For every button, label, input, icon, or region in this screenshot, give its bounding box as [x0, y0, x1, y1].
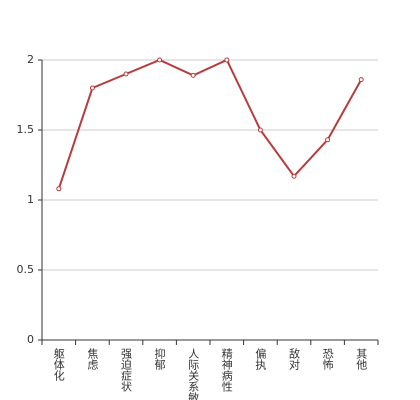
y-tick-label: 2 — [27, 53, 34, 66]
point — [123, 71, 129, 77]
x-tick-label: 强迫症状 — [120, 348, 133, 392]
x-tick-label: 敌对 — [288, 347, 301, 370]
point — [89, 85, 95, 91]
point — [325, 137, 331, 143]
point — [257, 127, 263, 133]
x-tick-label: 躯体化 — [52, 348, 65, 382]
point — [358, 77, 364, 83]
x-tick-label: 精神病性 — [220, 348, 233, 393]
line — [57, 58, 363, 190]
point — [190, 72, 196, 78]
x-tick-label: 恐怖 — [321, 348, 334, 370]
y-tick-label: 1.5 — [17, 123, 35, 136]
y-tick-label: 0.5 — [17, 263, 35, 276]
y-tick-label: 1 — [27, 193, 34, 206]
point — [224, 57, 230, 63]
point — [157, 57, 163, 63]
x-tick-label: 抑郁 — [153, 347, 166, 370]
x-tick-label: 焦虑 — [86, 348, 99, 370]
x-tick-label: 人际关系敏感 — [187, 348, 200, 400]
point — [56, 186, 62, 192]
y-tick-label: 0 — [27, 333, 34, 346]
x-tick-label: 偏执 — [254, 347, 267, 371]
point — [291, 173, 297, 179]
x-tick-label: 其他 — [355, 348, 368, 370]
